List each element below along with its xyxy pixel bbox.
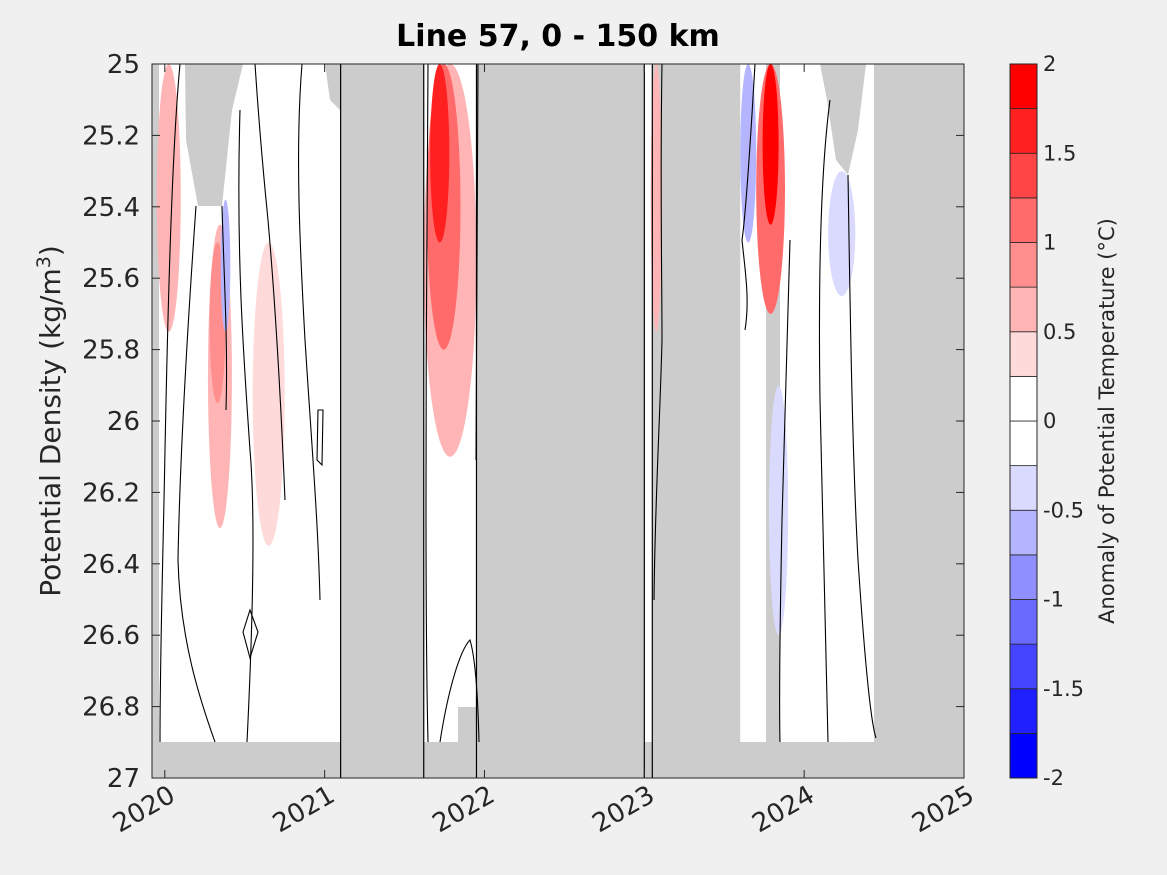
y-axis-label: Potential Density (kg/m3): [33, 245, 67, 597]
colorbar: [1009, 63, 1038, 779]
y-tick-label: 26: [107, 407, 140, 437]
anomaly-patch-4: [252, 242, 285, 546]
y-tick-label: 26.8: [82, 693, 140, 723]
colorbar-segment: [1009, 108, 1038, 154]
colorbar-tick-label: -1: [1043, 588, 1064, 612]
colorbar-frame: [1009, 63, 1038, 779]
x-tick-label: 2021: [268, 780, 340, 839]
x-tick-label: 2022: [428, 780, 500, 839]
y-axis: 25 25.2 25.4 25.6 25.8 26 26.2 26.4 26.6 26.8 27: [82, 50, 964, 794]
colorbar-segment: [1009, 465, 1038, 511]
no-data-layer: [152, 64, 964, 778]
anomaly-patch-7: [430, 64, 450, 243]
colorbar-segment: [1009, 688, 1038, 734]
no-data-2021-deep: [458, 707, 480, 747]
colorbar-segment: [1009, 286, 1038, 333]
anomaly-patch-14: [832, 670, 856, 743]
colorbar-segment: [1009, 509, 1038, 556]
y-axis-label-main: Potential Density (kg/m: [34, 268, 67, 597]
colorbar-segment: [1009, 420, 1038, 467]
colorbar-ticks: -2 -1.5 -1 -0.5 0 0.5 1 1.5 2: [1043, 52, 1084, 790]
colorbar-tick-label: -0.5: [1043, 498, 1084, 522]
no-data-surface-2021: [325, 64, 340, 110]
colorbar-tick-label: 2: [1043, 52, 1056, 76]
survey-boundaries: [340, 64, 653, 778]
chart-title: Line 57, 0 - 150 km: [396, 19, 720, 54]
no-data-period-0: [340, 64, 424, 778]
y-axis-label-superscript: 3: [33, 256, 55, 268]
colorbar-segment: [1009, 599, 1038, 645]
x-tick-label: 2024: [747, 780, 819, 839]
no-data-surface-2020: [185, 64, 243, 206]
y-tick-label: 25: [107, 50, 140, 80]
colorbar-tick-label: -1.5: [1043, 677, 1084, 701]
colorbar-tick-label: 0: [1043, 409, 1056, 433]
y-tick-label: 25.2: [82, 121, 140, 151]
colorbar-segment: [1009, 197, 1038, 243]
colorbar-segment: [1009, 63, 1038, 110]
colorbar-segment: [1009, 242, 1038, 288]
y-tick-label: 25.4: [82, 193, 140, 223]
y-tick-label: 27: [107, 764, 140, 794]
colorbar-segment: [1009, 375, 1038, 422]
colorbar-tick-label: 0.5: [1043, 320, 1076, 344]
y-axis-label-close: ): [34, 245, 67, 256]
y-tick-label: 25.6: [82, 264, 140, 294]
colorbar-segment: [1009, 331, 1038, 377]
colorbar-tick-label: 1: [1043, 231, 1056, 255]
anomaly-patch-13: [828, 171, 856, 297]
colorbar-label: Anomaly of Potential Temperature (°C): [1095, 218, 1119, 624]
x-tick-label: 2025: [907, 780, 979, 839]
no-data-surface-2024: [820, 64, 866, 175]
y-tick-label: 26.6: [82, 621, 140, 651]
colorbar-segment: [1009, 732, 1038, 779]
y-tick-label: 26.2: [82, 478, 140, 508]
plot-area: [151, 63, 965, 779]
no-data-period-2: [652, 64, 741, 778]
no-data-period-1: [476, 64, 645, 778]
colorbar-tick-label: 1.5: [1043, 141, 1076, 165]
y-tick-label: 25.8: [82, 336, 140, 366]
y-tick-label: 26.4: [82, 550, 140, 580]
colorbar-segment: [1009, 643, 1038, 690]
anomaly-patch-12: [768, 385, 789, 636]
colorbar-tick-label: -2: [1043, 766, 1064, 790]
anomaly-patch-11: [762, 64, 779, 225]
colorbar-segment: [1009, 152, 1038, 199]
no-data-late-2024: [874, 64, 964, 778]
colorbar-segment: [1009, 554, 1038, 600]
anomaly-patch-8: [650, 64, 662, 332]
x-tick-label: 2023: [588, 780, 660, 839]
